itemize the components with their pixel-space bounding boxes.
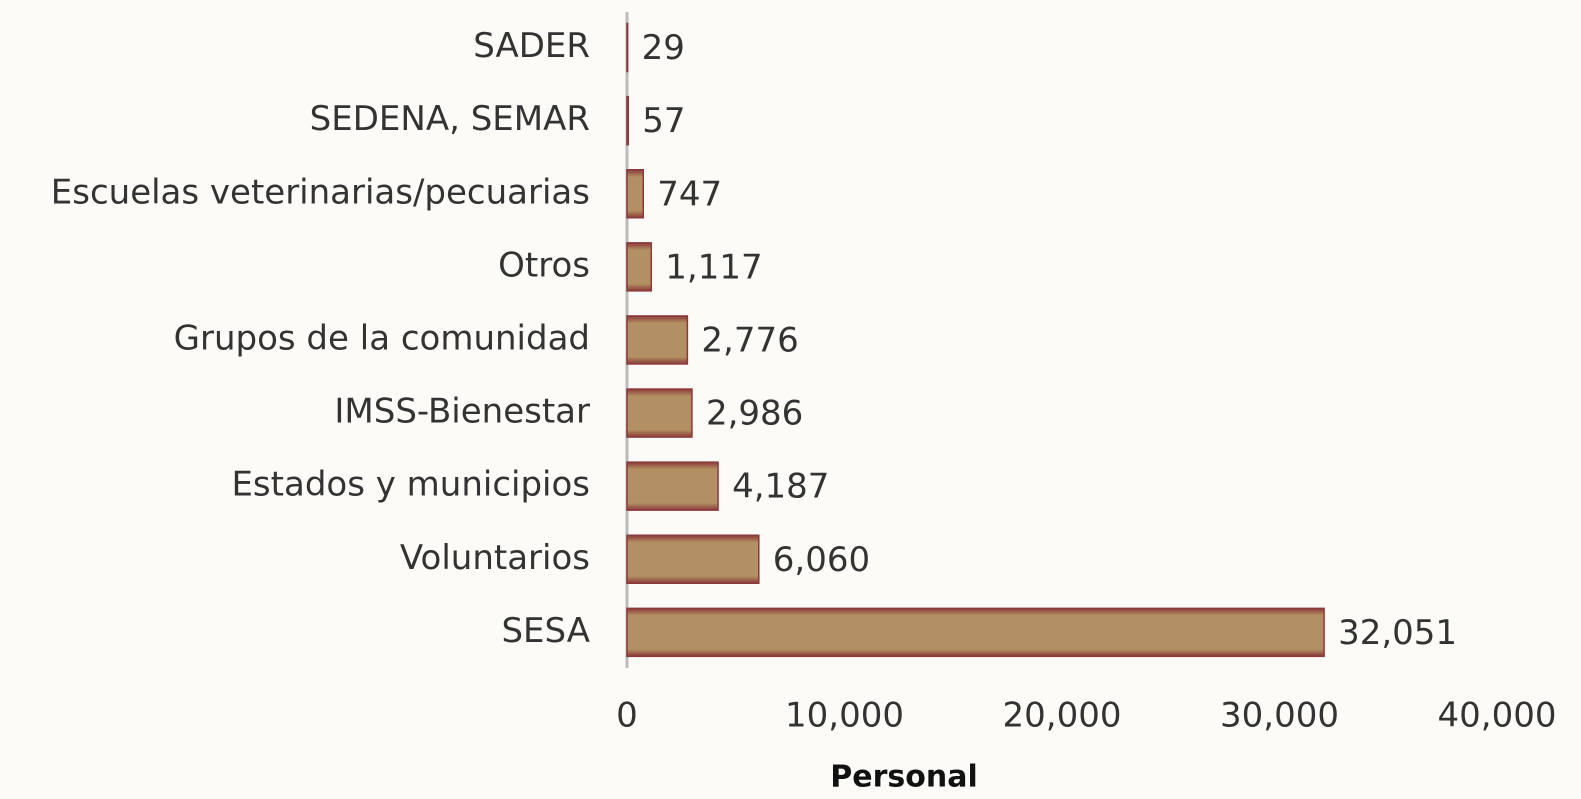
y-tick-label: SESA — [501, 611, 590, 651]
y-tick-label: Grupos de la comunidad — [174, 318, 590, 358]
bar — [626, 461, 719, 511]
data-label: 747 — [657, 174, 722, 214]
x-tick-label: 10,000 — [785, 696, 904, 736]
data-label: 4,187 — [732, 467, 829, 507]
data-label: 2,986 — [706, 394, 803, 434]
bar — [626, 169, 644, 219]
data-label: 2,776 — [701, 320, 798, 360]
data-label: 32,051 — [1338, 613, 1457, 653]
y-tick-label: Estados y municipios — [231, 465, 590, 505]
x-tick-label: 0 — [616, 696, 638, 736]
x-tick-label: 40,000 — [1438, 696, 1557, 736]
bar — [626, 95, 629, 146]
x-tick-label: 20,000 — [1003, 696, 1122, 736]
data-label: 6,060 — [773, 540, 870, 580]
y-tick-label: Escuelas veterinarias/pecuarias — [51, 172, 590, 212]
bar — [626, 315, 689, 365]
y-tick-label: Otros — [498, 245, 590, 285]
x-tick-label: 30,000 — [1220, 696, 1339, 736]
bar — [626, 607, 1325, 658]
data-label: 57 — [642, 101, 685, 141]
x-axis-title: Personal — [830, 760, 977, 795]
y-tick-label: SADER — [473, 26, 590, 66]
data-label: 29 — [642, 28, 685, 68]
bar — [626, 534, 760, 584]
bar — [626, 388, 693, 438]
bar — [626, 22, 629, 73]
bar — [626, 242, 653, 292]
y-tick-label: SEDENA, SEMAR — [310, 99, 590, 139]
y-tick-label: IMSS-Bienestar — [334, 392, 590, 432]
data-label: 1,117 — [665, 247, 762, 287]
y-tick-label: Voluntarios — [400, 538, 590, 578]
